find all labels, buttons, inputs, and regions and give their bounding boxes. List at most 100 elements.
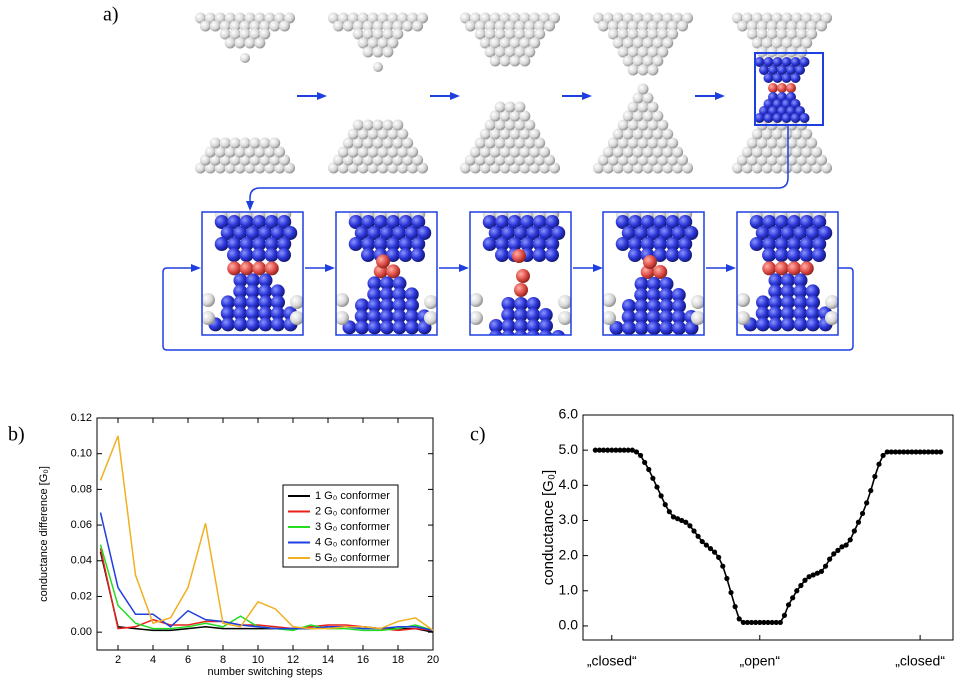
point: [659, 493, 664, 498]
y-tick-label: 6.0: [559, 406, 579, 422]
atom: [495, 102, 506, 113]
point: [716, 555, 721, 560]
figure: a) b) c) 0.000.020.040.060.080.100.12246…: [0, 0, 961, 682]
atom: [782, 73, 792, 83]
panel-b: 0.000.020.040.060.080.100.12246810121416…: [38, 412, 439, 678]
atom: [512, 249, 526, 263]
atom: [544, 21, 555, 32]
point: [696, 534, 701, 539]
atom: [368, 320, 382, 334]
atom: [787, 248, 801, 262]
point: [848, 537, 853, 542]
atom: [201, 311, 215, 325]
point: [663, 502, 668, 507]
arrow-head: [582, 92, 592, 100]
atom: [469, 293, 483, 307]
y-tick-label: 0.08: [71, 483, 92, 495]
panel-a: [163, 13, 853, 356]
point: [938, 449, 943, 454]
atom: [539, 330, 553, 344]
point: [782, 613, 787, 618]
y-tick-label: 4.0: [559, 476, 579, 492]
arrow-head: [715, 92, 725, 100]
atom: [240, 248, 254, 262]
point: [700, 539, 705, 544]
atom: [363, 120, 374, 131]
atom: [635, 321, 649, 335]
atom: [361, 248, 375, 262]
atom: [240, 138, 251, 149]
atom: [386, 264, 400, 278]
point: [852, 528, 857, 533]
y-tick-label: 0.02: [71, 590, 92, 602]
atom: [249, 138, 260, 149]
atom: [221, 317, 235, 331]
atom: [736, 293, 750, 307]
atom: [477, 341, 491, 355]
atom: [775, 248, 789, 262]
x-tick-label: 18: [392, 654, 404, 666]
box-content: [469, 207, 572, 355]
atom: [769, 317, 783, 331]
atom: [598, 21, 609, 32]
atom: [333, 21, 344, 32]
atom: [628, 248, 642, 262]
atom: [806, 317, 820, 331]
point: [667, 509, 672, 514]
atom: [380, 320, 394, 334]
arrow-head: [593, 264, 603, 272]
legend-label: 5 G₀ conformer: [315, 552, 390, 564]
atom: [220, 138, 231, 149]
point: [683, 520, 688, 525]
atom: [764, 73, 774, 83]
box-content: [602, 207, 705, 335]
atom: [240, 261, 254, 275]
legend-label: 1 G₀ conformer: [315, 490, 390, 502]
x-axis-label: number switching steps: [208, 666, 323, 678]
point: [687, 523, 692, 528]
atom: [373, 47, 384, 58]
atom: [782, 113, 792, 123]
point: [872, 474, 877, 479]
atom: [392, 120, 403, 131]
y-tick-label: 0.04: [71, 555, 92, 567]
atom: [373, 62, 383, 72]
x-tick-label: 16: [357, 654, 369, 666]
atom: [402, 21, 413, 32]
legend-label: 4 G₀ conformer: [315, 536, 390, 548]
atom: [424, 295, 438, 309]
box-content: [335, 207, 438, 334]
y-tick-label: 0.00: [71, 626, 92, 638]
atom: [660, 321, 674, 335]
atom: [514, 341, 528, 355]
atom: [800, 261, 814, 275]
point: [691, 528, 696, 533]
point: [786, 602, 791, 607]
arrow-head: [246, 201, 254, 211]
point: [823, 564, 828, 569]
atom: [254, 38, 265, 49]
panel-label: c): [470, 424, 486, 446]
atom: [628, 65, 639, 76]
point: [844, 542, 849, 547]
point: [638, 453, 643, 458]
box-content: [201, 207, 304, 331]
atom: [265, 261, 279, 275]
x-tick-label: 20: [427, 654, 439, 666]
point: [881, 453, 886, 458]
box-content: [736, 207, 839, 331]
atom: [502, 341, 516, 355]
atom: [227, 248, 241, 262]
atom: [210, 21, 221, 32]
atom: [411, 248, 425, 262]
y-tick-label: 2.0: [559, 546, 579, 562]
point: [831, 551, 836, 556]
legend-label: 2 G₀ conformer: [315, 505, 390, 517]
atom: [552, 341, 566, 355]
x-tick-label: 10: [252, 654, 264, 666]
atom: [490, 56, 501, 67]
atom: [616, 237, 630, 251]
atom: [424, 311, 438, 325]
atom: [489, 341, 503, 355]
atom: [259, 138, 270, 149]
